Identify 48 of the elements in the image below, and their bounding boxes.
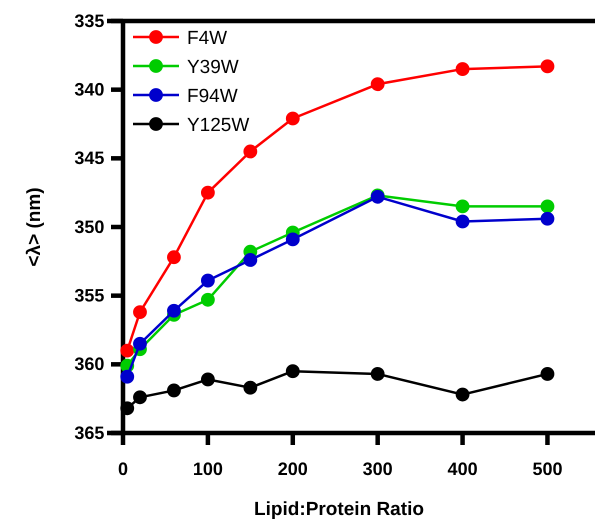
point bbox=[540, 59, 554, 74]
point bbox=[286, 364, 300, 378]
point bbox=[286, 232, 300, 246]
point bbox=[200, 372, 215, 386]
y-tick-label: 335 bbox=[74, 10, 104, 31]
point bbox=[167, 384, 181, 398]
x-axis-title: Lipid:Protein Ratio bbox=[254, 499, 424, 520]
point bbox=[243, 380, 258, 395]
y-tick-label: 345 bbox=[74, 148, 104, 168]
legend-label: Y39W bbox=[187, 57, 239, 78]
point bbox=[200, 274, 215, 288]
point bbox=[120, 401, 134, 416]
point bbox=[120, 370, 134, 384]
x-tick-label: 0 bbox=[118, 459, 128, 479]
y-tick-label: 360 bbox=[74, 354, 104, 374]
x-tick-label: 200 bbox=[278, 459, 308, 479]
point bbox=[286, 112, 300, 126]
point bbox=[456, 388, 470, 402]
point bbox=[370, 367, 385, 381]
point bbox=[120, 344, 134, 358]
point bbox=[540, 200, 554, 214]
x-tick-label: 500 bbox=[532, 459, 562, 479]
point bbox=[167, 304, 181, 318]
y-tick-label: 350 bbox=[74, 216, 104, 237]
point bbox=[243, 144, 258, 158]
point bbox=[456, 214, 470, 228]
legend-label: Y125W bbox=[187, 115, 250, 136]
y-axis-title: <λ> (nm) bbox=[24, 187, 45, 267]
point bbox=[540, 212, 554, 226]
legend-label: F4W bbox=[187, 28, 228, 49]
point bbox=[200, 292, 215, 307]
point bbox=[200, 186, 215, 200]
x-tick-label: 100 bbox=[192, 459, 223, 479]
point bbox=[456, 200, 470, 214]
y-tick-label: 340 bbox=[74, 79, 104, 100]
x-tick-label: 300 bbox=[362, 459, 393, 479]
legend-label: F94W bbox=[187, 86, 238, 107]
point bbox=[133, 336, 147, 351]
point bbox=[540, 367, 554, 381]
point bbox=[243, 253, 258, 267]
y-tick-label: 355 bbox=[74, 285, 104, 306]
point bbox=[456, 62, 470, 76]
point bbox=[133, 390, 147, 404]
x-tick-label: 400 bbox=[448, 459, 478, 479]
point bbox=[167, 250, 181, 264]
point bbox=[133, 305, 147, 320]
y-tick-label: 365 bbox=[74, 422, 104, 443]
point bbox=[370, 77, 385, 92]
